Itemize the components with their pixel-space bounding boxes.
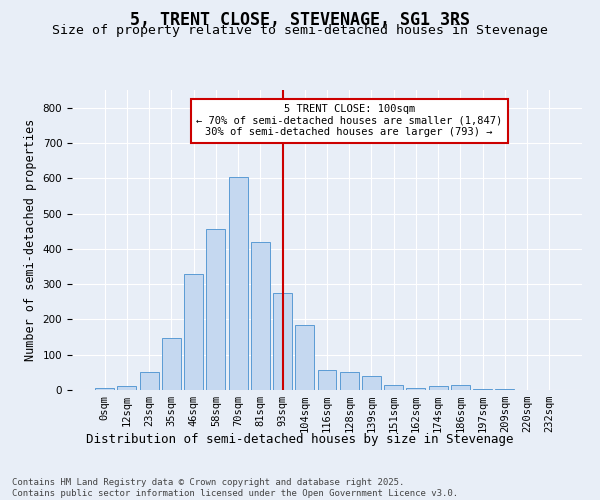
Bar [473,389,492,390]
Bar [118,386,136,390]
Bar [317,370,337,390]
Bar [362,376,381,390]
Bar [384,386,403,390]
Bar [140,372,158,390]
Bar [162,338,181,390]
Bar [251,242,270,390]
Text: 5, TRENT CLOSE, STEVENAGE, SG1 3RS: 5, TRENT CLOSE, STEVENAGE, SG1 3RS [130,11,470,29]
Bar [406,388,425,390]
Y-axis label: Number of semi-detached properties: Number of semi-detached properties [24,119,37,361]
Text: Distribution of semi-detached houses by size in Stevenage: Distribution of semi-detached houses by … [86,432,514,446]
Text: 5 TRENT CLOSE: 100sqm
← 70% of semi-detached houses are smaller (1,847)
30% of s: 5 TRENT CLOSE: 100sqm ← 70% of semi-deta… [196,104,502,138]
Bar [295,324,314,390]
Bar [95,388,114,390]
Bar [451,386,470,390]
Bar [429,386,448,390]
Bar [273,293,292,390]
Bar [184,274,203,390]
Text: Size of property relative to semi-detached houses in Stevenage: Size of property relative to semi-detach… [52,24,548,37]
Bar [340,372,359,390]
Bar [206,230,225,390]
Text: Contains HM Land Registry data © Crown copyright and database right 2025.
Contai: Contains HM Land Registry data © Crown c… [12,478,458,498]
Bar [229,177,248,390]
